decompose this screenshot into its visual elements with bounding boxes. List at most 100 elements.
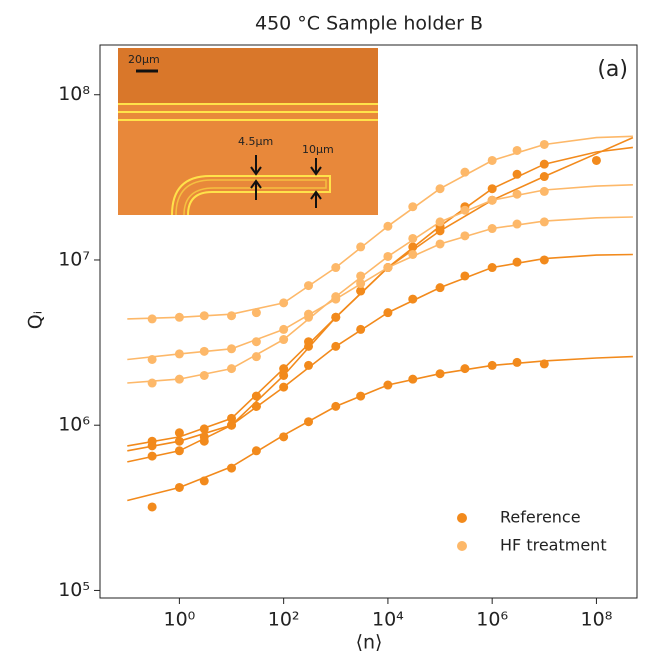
data-point xyxy=(356,242,366,252)
data-point xyxy=(460,271,470,281)
data-point xyxy=(383,380,393,390)
plot-area: 10⁰ 10² 10⁴ 10⁶ 10⁸ 10⁵ 10⁶ 10⁷ 10⁸ Reference HF t… xyxy=(58,44,638,631)
data-point xyxy=(383,308,393,318)
data-point xyxy=(199,424,209,434)
data-point xyxy=(408,233,418,243)
data-point xyxy=(383,263,393,273)
data-point xyxy=(539,359,549,369)
x-tick-label: 10⁶ xyxy=(476,609,508,631)
x-tick-label: 10⁰ xyxy=(163,609,195,631)
data-point xyxy=(408,294,418,304)
inset-label: 4.5μm xyxy=(238,135,273,148)
data-point xyxy=(279,335,289,345)
y-tick-label: 10⁷ xyxy=(58,248,90,270)
data-point xyxy=(435,239,445,249)
data-point xyxy=(487,184,497,194)
data-point xyxy=(227,413,237,423)
data-point xyxy=(487,155,497,165)
data-point xyxy=(539,255,549,265)
data-point xyxy=(227,311,237,321)
legend-label: HF treatment xyxy=(500,536,607,555)
data-point xyxy=(408,202,418,212)
data-point xyxy=(383,251,393,261)
data-point xyxy=(512,257,522,267)
data-point xyxy=(356,286,366,296)
panel-label: (a) xyxy=(597,57,628,82)
data-point xyxy=(539,139,549,149)
legend-label: Reference xyxy=(500,508,581,527)
data-point xyxy=(174,446,184,456)
data-point xyxy=(279,364,289,374)
data-point xyxy=(356,271,366,281)
data-point xyxy=(512,189,522,199)
data-point xyxy=(331,401,341,411)
data-point xyxy=(147,378,157,388)
data-point xyxy=(199,370,209,380)
data-point xyxy=(279,432,289,442)
data-point xyxy=(460,231,470,241)
data-point xyxy=(251,352,261,362)
chart-title: 450 °C Sample holder B xyxy=(255,13,483,35)
data-point xyxy=(539,186,549,196)
data-point xyxy=(174,436,184,446)
x-tick-label: 10⁸ xyxy=(581,609,613,631)
data-point xyxy=(279,382,289,392)
data-point xyxy=(435,369,445,379)
data-point xyxy=(539,159,549,169)
data-point xyxy=(279,370,289,380)
data-point xyxy=(512,357,522,367)
data-point xyxy=(539,172,549,182)
data-point xyxy=(304,312,314,322)
data-point xyxy=(174,374,184,384)
data-point xyxy=(174,482,184,492)
data-point xyxy=(356,279,366,289)
inset-micrograph: 20μm 4.5μm 10μm xyxy=(118,48,378,216)
data-point xyxy=(512,219,522,229)
data-point xyxy=(512,169,522,179)
data-point xyxy=(251,337,261,347)
data-point xyxy=(487,263,497,273)
data-point xyxy=(331,312,341,322)
data-point xyxy=(199,476,209,486)
data-point xyxy=(539,217,549,227)
data-point xyxy=(304,360,314,370)
y-tick-label: 10⁶ xyxy=(58,414,90,436)
data-point xyxy=(279,298,289,308)
data-point xyxy=(331,341,341,351)
data-point xyxy=(251,401,261,411)
data-point xyxy=(174,312,184,322)
fit-line xyxy=(127,216,633,361)
data-point xyxy=(147,354,157,364)
data-point xyxy=(174,428,184,438)
data-point xyxy=(435,184,445,194)
y-tick-label: 10⁸ xyxy=(58,83,90,105)
y-axis-label: Qᵢ xyxy=(25,311,47,329)
data-point xyxy=(356,391,366,401)
data-point xyxy=(591,155,601,165)
data-point xyxy=(487,224,497,234)
data-point xyxy=(304,281,314,291)
data-point xyxy=(147,436,157,446)
legend-marker xyxy=(457,541,467,551)
data-point xyxy=(512,145,522,155)
data-point xyxy=(408,374,418,384)
data-point xyxy=(227,344,237,354)
data-point xyxy=(460,167,470,177)
data-point xyxy=(460,205,470,215)
data-point xyxy=(227,420,237,430)
data-point xyxy=(304,417,314,427)
data-point xyxy=(331,292,341,302)
data-point xyxy=(304,341,314,351)
legend-marker xyxy=(457,513,467,523)
data-point xyxy=(199,346,209,356)
data-point xyxy=(251,308,261,318)
data-point xyxy=(199,436,209,446)
data-point xyxy=(460,364,470,374)
data-point xyxy=(227,364,237,374)
x-tick-label: 10⁴ xyxy=(372,609,404,631)
x-axis-label: ⟨n⟩ xyxy=(356,632,383,654)
axes-frame xyxy=(99,44,638,599)
data-point xyxy=(199,311,209,321)
data-point xyxy=(251,446,261,456)
data-point xyxy=(147,314,157,324)
